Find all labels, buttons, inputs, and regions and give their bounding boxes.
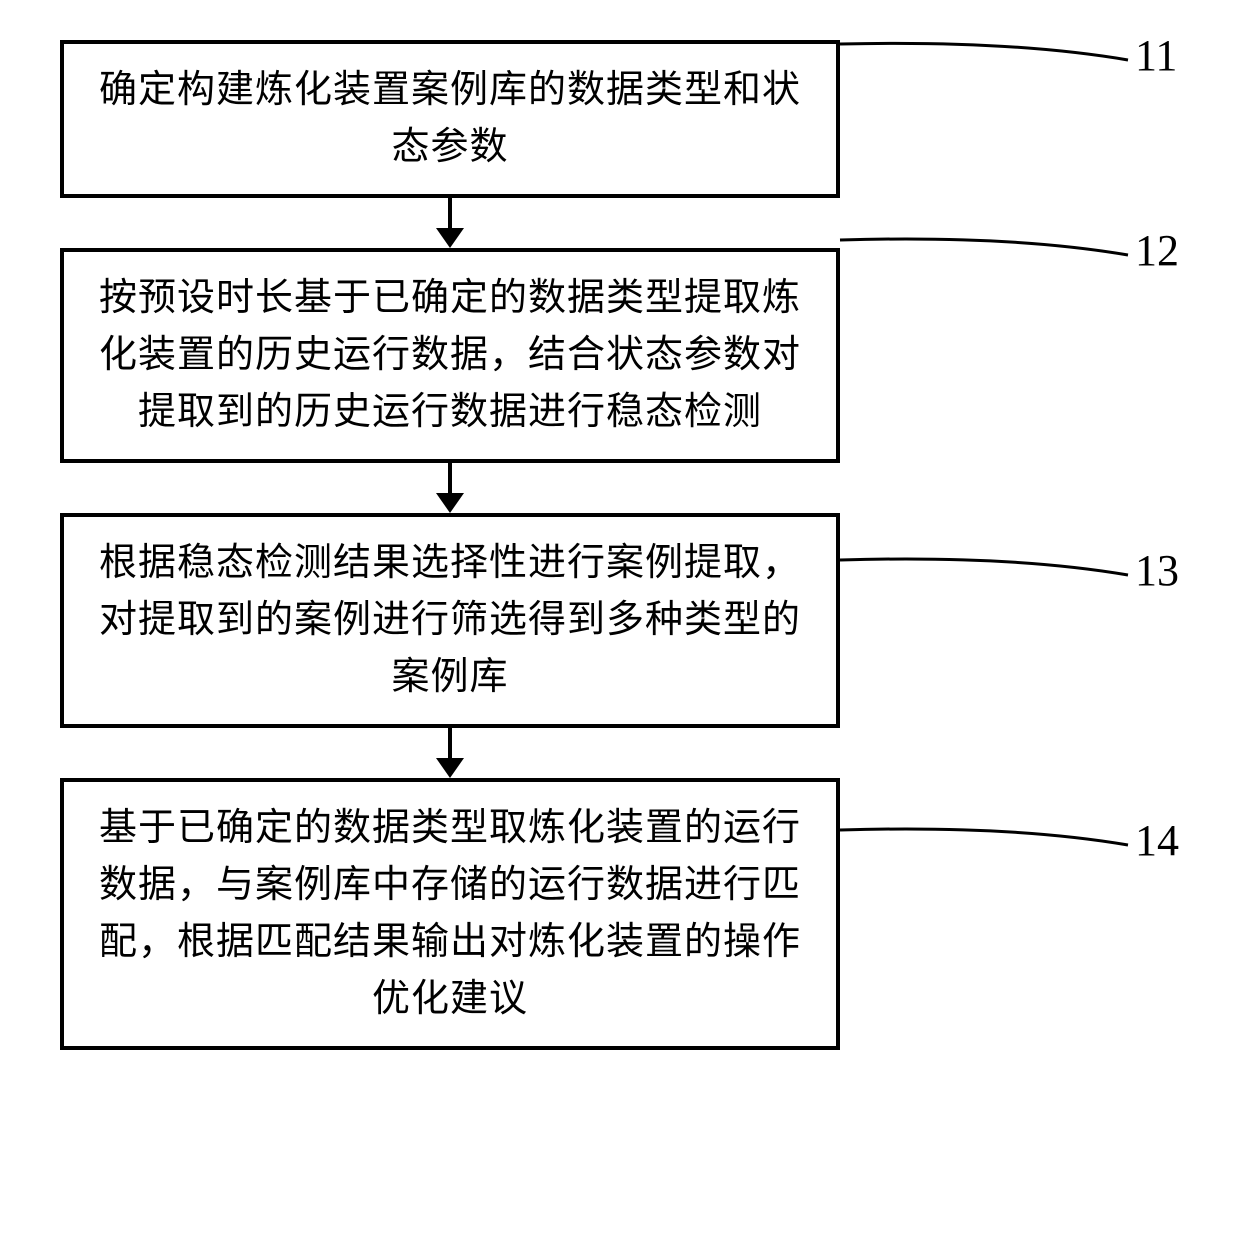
leader-line-11 — [840, 43, 1128, 60]
leader-lines — [0, 0, 1240, 1256]
leader-line-14 — [840, 829, 1128, 845]
leader-line-13 — [840, 559, 1128, 575]
leader-line-12 — [840, 239, 1128, 255]
